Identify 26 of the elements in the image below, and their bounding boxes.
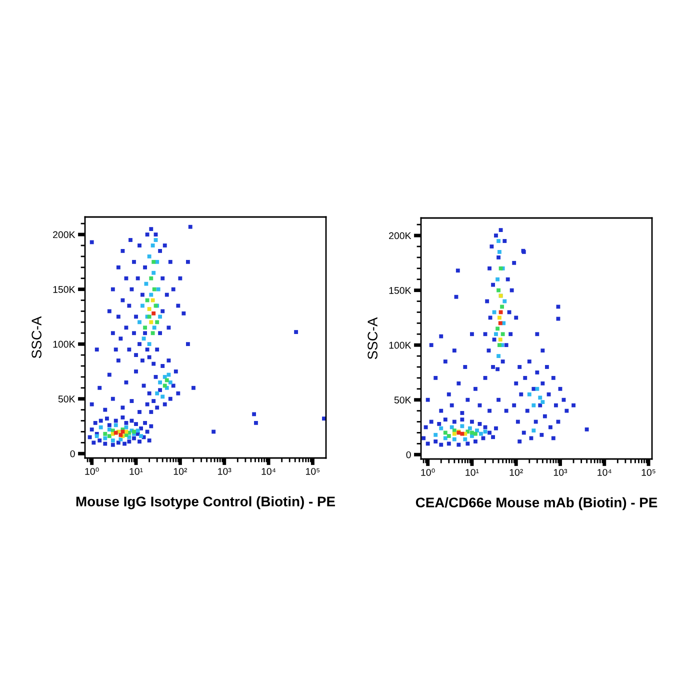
y-tick-label: 0 [406, 451, 411, 458]
x-tick-label: 10³ [218, 468, 232, 475]
y-tick-label: 200K [53, 231, 76, 238]
y-tick-label: 100K [389, 342, 412, 349]
y-tick-label: 150K [389, 287, 412, 294]
x-tick-label: 10⁰ [85, 468, 99, 475]
x-axis-title: Mouse IgG Isotype Control (Biotin) - PE [76, 496, 335, 510]
y-tick-label: 0 [70, 450, 75, 458]
y-tick-label: 200K [389, 232, 412, 240]
y-tick-label: 50K [394, 396, 412, 404]
x-tick-label: 10¹ [130, 468, 143, 475]
y-tick-label: 50K [58, 396, 76, 402]
x-tick-label: 10⁵ [306, 468, 320, 475]
x-tick-label: 10¹ [466, 468, 479, 476]
x-axis-title: CEA/CD66e Mouse mAb (Biotin) - PE [416, 497, 658, 510]
y-axis-title: SSC-A [32, 316, 42, 358]
x-tick-label: 10⁴ [262, 468, 276, 475]
y-tick-label: 150K [53, 286, 76, 293]
x-tick-label: 10² [174, 468, 188, 475]
x-tick-label: 10² [510, 468, 523, 476]
y-axis-title: SSC-A [368, 317, 378, 360]
x-tick-label: 10⁴ [598, 468, 612, 476]
x-tick-label: 10⁰ [421, 468, 435, 476]
x-tick-label: 10⁵ [642, 468, 656, 476]
x-tick-label: 10³ [554, 468, 568, 476]
y-tick-label: 100K [53, 340, 76, 348]
